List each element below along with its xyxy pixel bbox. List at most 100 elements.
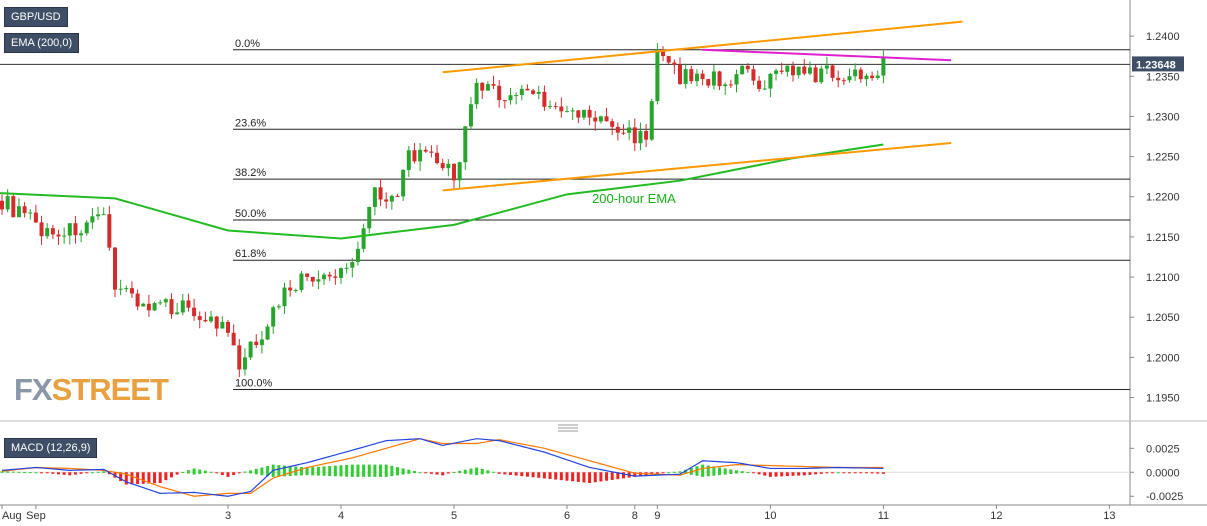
candle-body [378, 187, 383, 200]
candle-body [581, 109, 586, 118]
macd-histogram-bar [356, 464, 360, 477]
macd-histogram-bar [706, 465, 710, 477]
candle-body [107, 214, 112, 248]
fib-level-label: 38.2% [235, 167, 266, 179]
time-tick-label: 9 [654, 510, 660, 522]
macd-histogram-bar [565, 472, 569, 481]
time-tick-label: 4 [338, 510, 344, 522]
candle-body [316, 279, 321, 282]
fibonacci-levels: 0.0% 23.6% 38.2% 50.0% 61.8% 100.0% [0, 38, 1130, 390]
candle-body [491, 84, 496, 86]
macd-histogram-bar [316, 466, 320, 476]
macd-histogram-bar [859, 472, 863, 474]
candle-body [282, 287, 287, 307]
candle-body [384, 199, 389, 202]
macd-histogram-bar [480, 468, 484, 475]
candle-body [728, 84, 733, 86]
candle-body [875, 75, 880, 79]
macd-histogram-bar [412, 470, 416, 474]
candle-body [305, 273, 310, 277]
macd-histogram-bar [260, 467, 264, 476]
candle-body [237, 345, 242, 370]
macd-histogram-bar [232, 472, 236, 475]
candle-body [553, 106, 558, 108]
candle-body [683, 69, 688, 84]
watermark: FXSTREET [14, 372, 169, 407]
candle-body [864, 75, 869, 80]
price-tick-label: 1.2350 [1146, 71, 1180, 83]
ema-indicator-label[interactable]: EMA (200,0) [4, 33, 80, 53]
candle-body [141, 303, 146, 307]
macd-histogram-bar [718, 467, 722, 476]
candle-body [418, 149, 423, 162]
candle-body [751, 69, 756, 81]
price-tick-label: 1.2000 [1146, 352, 1180, 364]
candle-body [819, 68, 824, 83]
macd-histogram-bar [842, 472, 846, 474]
macd-histogram-bar [791, 472, 795, 476]
candle-body [214, 316, 219, 329]
price-tick-label: 1.2250 [1146, 152, 1180, 164]
candle-body [559, 106, 564, 112]
time-tick-label: 12 [990, 510, 1002, 522]
candle-body [480, 82, 485, 91]
candle-body [129, 288, 134, 294]
candle-body [254, 341, 259, 346]
macd-histogram-bar [757, 472, 761, 475]
candle-body [587, 109, 592, 118]
symbol-label[interactable]: GBP/USD [4, 7, 68, 27]
macd-histogram-bar [164, 472, 168, 481]
candle-body [610, 121, 615, 127]
macd-histogram-bar [695, 466, 699, 476]
price-tick-label: 1.2100 [1146, 272, 1180, 284]
macd-histogram-bar [509, 472, 512, 475]
macd-histogram-bar [45, 472, 49, 474]
macd-histogram-bar [610, 472, 614, 480]
macd-histogram-bar [345, 464, 349, 477]
macd-histogram-bar [362, 464, 366, 477]
candle-body [220, 321, 225, 329]
candle-body [293, 290, 298, 292]
candle-body [791, 65, 795, 76]
candle-body [824, 65, 829, 69]
macd-histogram-bar [305, 467, 309, 476]
macd-histogram-bar [559, 472, 563, 481]
time-tick-label: 13 [1103, 510, 1115, 522]
candle-body [435, 152, 440, 164]
candle-body [146, 303, 151, 311]
macd-histogram-bar [170, 472, 173, 478]
candle-body [288, 287, 293, 291]
macd-line [1, 438, 884, 497]
macd-histogram-bar [435, 472, 439, 475]
candle-body [463, 126, 468, 163]
candle-body [807, 67, 812, 74]
macd-histogram-bar [542, 472, 546, 479]
macd-histogram-bar [198, 469, 202, 474]
candle-body [248, 341, 253, 358]
candle-body [847, 76, 852, 81]
candle-body [604, 116, 609, 122]
macd-indicator-label[interactable]: MACD (12,26,9) [4, 438, 98, 458]
axes: 1.2400 1.2350 1.2300 1.2250 1.2200 1.2150 1.21… [1, 31, 1183, 522]
macd-histogram-bar [328, 466, 332, 477]
macd-histogram-bar [802, 472, 806, 476]
candle-body [118, 288, 123, 290]
fib-level-label: 50.0% [235, 208, 266, 220]
macd-histogram-bar [28, 472, 32, 474]
panel-resize-handle[interactable] [558, 424, 578, 432]
candle-body [45, 228, 50, 237]
candle-body [271, 307, 276, 327]
candle-body [16, 206, 21, 218]
candle-body [531, 90, 536, 94]
macd-histogram-bar [785, 472, 789, 477]
candle-body [175, 312, 180, 315]
candle-body [694, 73, 699, 82]
candle-body [389, 195, 394, 202]
macd-histogram-bar [768, 472, 772, 477]
candle-body [519, 88, 524, 96]
macd-histogram-bar [384, 464, 388, 477]
macd-signal-line [1, 438, 884, 497]
macd-histogram-bar [407, 469, 411, 474]
